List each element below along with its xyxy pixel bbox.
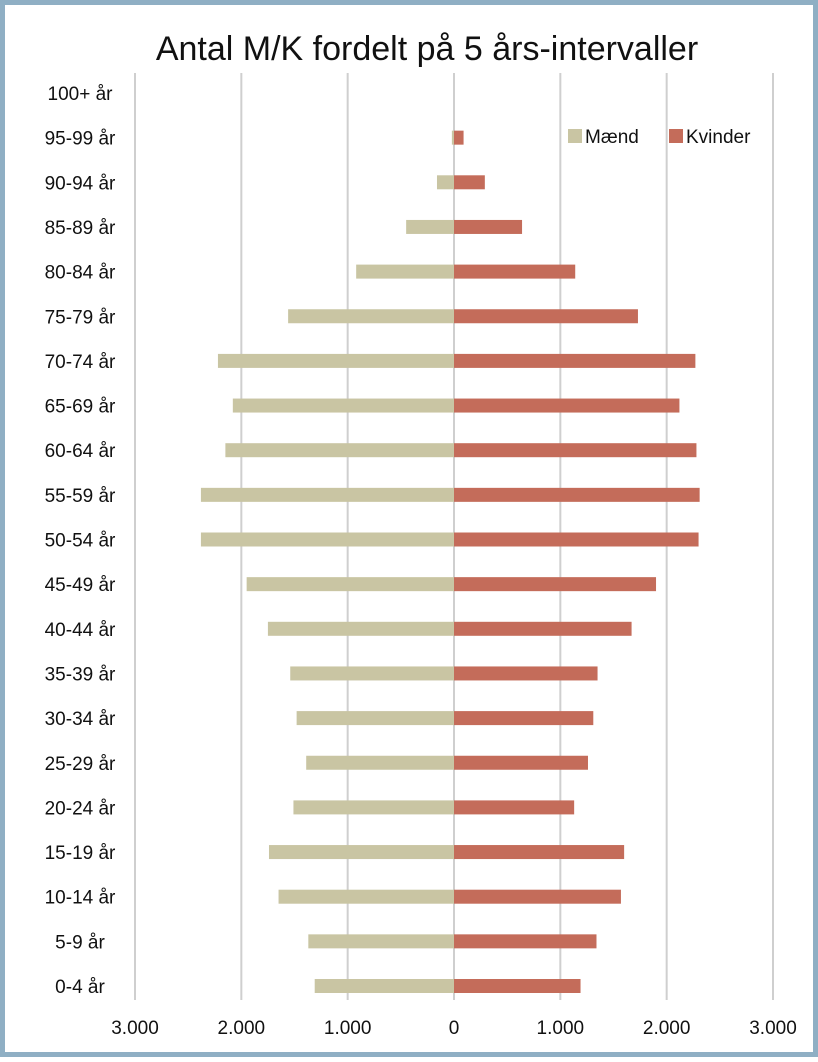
bar-kvinder	[454, 353, 696, 368]
category-label: 65-69 år	[45, 397, 116, 418]
bar-kvinder	[454, 130, 464, 145]
bar-maend	[296, 711, 454, 726]
bar-kvinder	[454, 309, 638, 324]
category-label: 20-24 år	[45, 798, 116, 819]
category-label: 15-19 år	[45, 843, 116, 864]
bar-maend	[308, 934, 454, 949]
legend-label: Kvinder	[686, 127, 751, 148]
x-tick-label: 2.000	[218, 1018, 266, 1039]
bar-maend	[314, 979, 454, 993]
legend: Mænd Kvinder	[568, 127, 751, 148]
bar-kvinder	[454, 577, 657, 592]
x-tick-label: 3.000	[749, 1018, 797, 1039]
category-label: 35-39 år	[45, 664, 116, 685]
category-label: 85-89 år	[45, 218, 116, 239]
bar-maend	[200, 532, 454, 547]
population-pyramid-chart: Antal M/K fordelt på 5 års-intervaller 1…	[45, 30, 797, 1039]
bar-maend	[288, 309, 454, 324]
x-tick-label: 3.000	[111, 1018, 159, 1039]
bar-maend	[232, 398, 454, 413]
category-label: 95-99 år	[45, 129, 116, 150]
bar-kvinder	[454, 621, 632, 636]
bar-kvinder	[454, 889, 621, 904]
x-tick-label: 0	[449, 1018, 460, 1039]
bar-maend	[246, 577, 454, 592]
bar-kvinder	[454, 264, 576, 279]
bar-kvinder	[454, 398, 680, 413]
category-label: 25-29 år	[45, 754, 116, 775]
bar-maend	[436, 175, 454, 190]
bar-maend	[267, 621, 454, 636]
x-tick-label: 1.000	[324, 1018, 372, 1039]
x-tick-label: 1.000	[537, 1018, 585, 1039]
category-label: 0-4 år	[55, 977, 105, 998]
category-label: 80-84 år	[45, 263, 116, 284]
bar-maend	[278, 889, 454, 904]
category-label: 40-44 år	[45, 620, 116, 641]
bar-maend	[306, 755, 454, 770]
bar-maend	[200, 487, 454, 502]
category-label: 90-94 år	[45, 173, 116, 194]
bar-maend	[290, 666, 454, 681]
category-label: 45-49 år	[45, 575, 116, 596]
bar-maend	[451, 130, 454, 145]
category-label: 50-54 år	[45, 531, 116, 552]
bar-maend	[225, 443, 454, 458]
legend-swatch	[669, 129, 683, 143]
chart-title: Antal M/K fordelt på 5 års-intervaller	[156, 30, 698, 68]
bar-kvinder	[454, 711, 594, 726]
category-label: 5-9 år	[55, 932, 105, 953]
category-label: 100+ år	[48, 84, 114, 105]
bar-kvinder	[454, 487, 700, 502]
bar-kvinder	[454, 443, 697, 458]
bar-kvinder	[454, 934, 597, 949]
category-label: 75-79 år	[45, 307, 116, 328]
bar-maend	[268, 845, 454, 860]
x-tick-labels: 3.000 2.000 1.000 0 1.000 2.000 3.000	[111, 1018, 797, 1039]
legend-label: Mænd	[585, 127, 639, 148]
bar-kvinder	[454, 175, 485, 190]
bar-maend	[406, 219, 454, 234]
category-label: 10-14 år	[45, 888, 116, 909]
bar-kvinder	[454, 755, 588, 770]
bar-maend	[293, 800, 454, 815]
category-labels: 100+ år 95-99 år 90-94 år 85-89 år 80-84 år 7…	[45, 84, 116, 998]
bar-kvinder	[454, 979, 581, 993]
category-label: 60-64 år	[45, 441, 116, 462]
category-label: 55-59 år	[45, 486, 116, 507]
bar-maend	[217, 353, 454, 368]
bar-kvinder	[454, 666, 598, 681]
category-label: 30-34 år	[45, 709, 116, 730]
bar-kvinder	[454, 845, 625, 860]
legend-swatch	[568, 129, 582, 143]
bar-kvinder	[454, 219, 523, 234]
bar-kvinder	[454, 532, 699, 547]
category-label: 70-74 år	[45, 352, 116, 373]
x-tick-label: 2.000	[643, 1018, 691, 1039]
bar-maend	[356, 264, 454, 279]
bars	[200, 130, 700, 993]
bar-kvinder	[454, 800, 575, 815]
